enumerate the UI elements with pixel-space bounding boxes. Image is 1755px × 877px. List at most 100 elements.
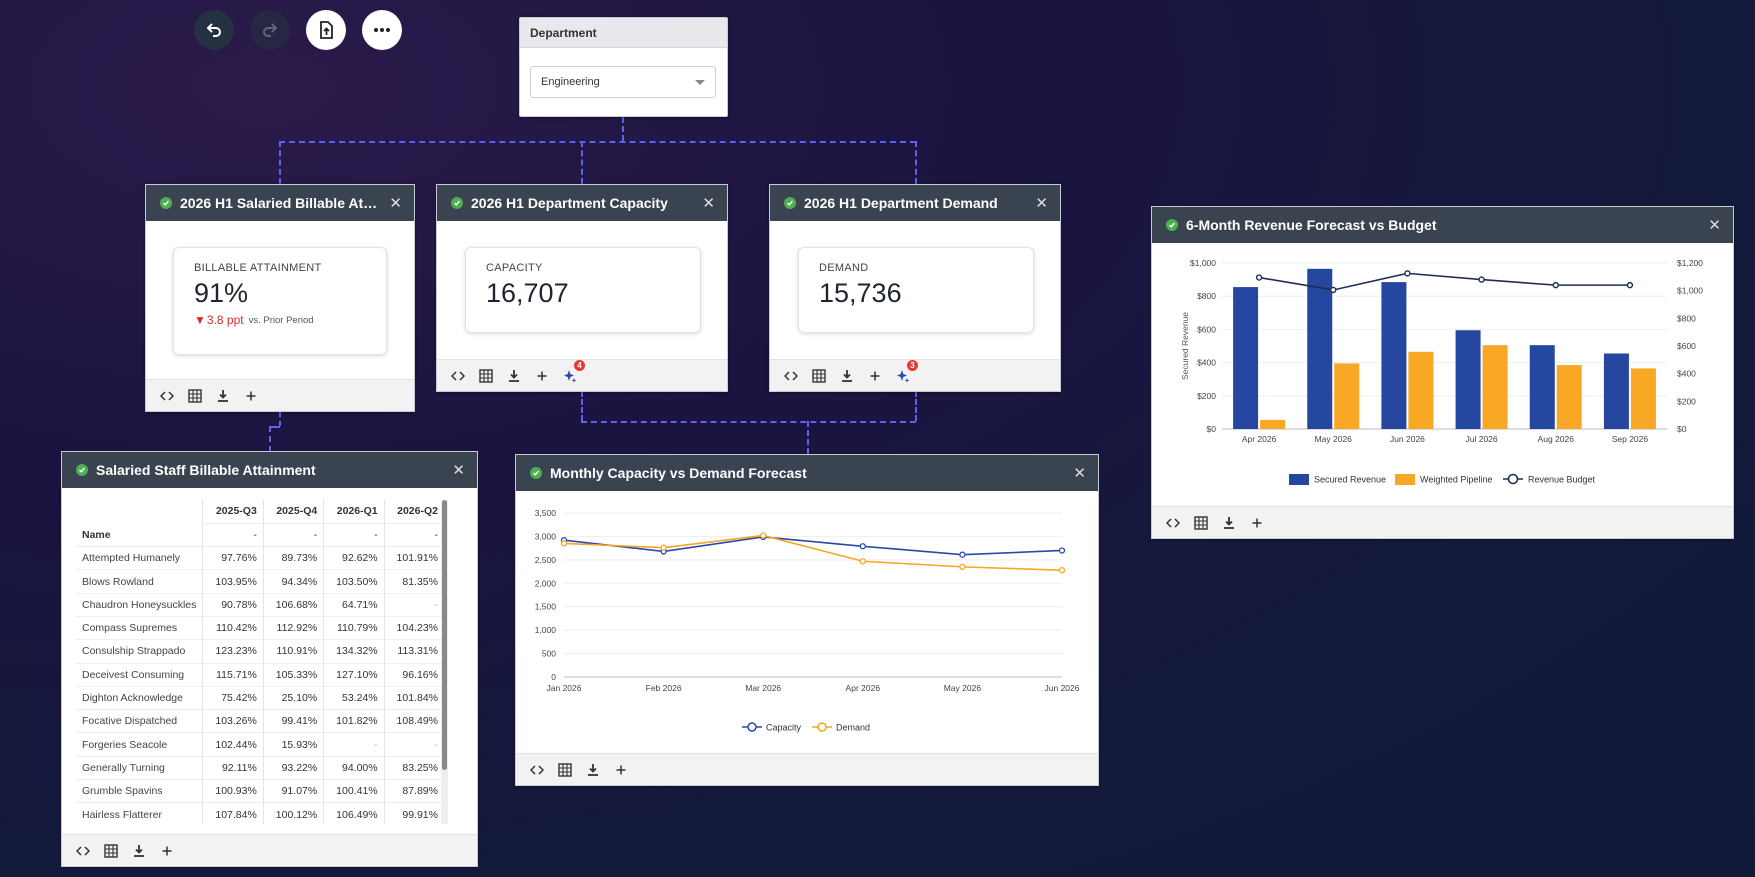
y-tick-label: 2,500 xyxy=(535,555,557,565)
table-button[interactable] xyxy=(1194,515,1208,530)
check-icon xyxy=(160,197,172,209)
close-icon[interactable]: ✕ xyxy=(702,195,715,212)
kpi-label: DEMAND xyxy=(819,262,869,274)
code-button[interactable] xyxy=(160,389,174,403)
table-row[interactable]: Deceivest Consuming 115.71% 105.33% 127.10%… xyxy=(76,662,444,687)
add-button[interactable] xyxy=(535,369,549,383)
table-button[interactable] xyxy=(558,762,572,777)
download-button[interactable] xyxy=(132,844,146,858)
table-cell: - xyxy=(323,732,385,757)
table-cell: 81.35% xyxy=(383,569,444,594)
kpi-label: CAPACITY xyxy=(486,262,543,274)
undo-button[interactable] xyxy=(194,10,234,50)
table-cell: 75.42% xyxy=(202,685,264,710)
department-select[interactable]: Engineering xyxy=(530,66,716,98)
data-point xyxy=(1478,276,1485,283)
row-name: Blows Rowland xyxy=(76,569,203,594)
close-icon[interactable]: ✕ xyxy=(389,195,402,212)
close-icon[interactable]: ✕ xyxy=(452,462,465,479)
export-button[interactable] xyxy=(306,10,346,50)
card-title: Salaried Staff Billable Attainment xyxy=(96,462,316,478)
table-cell: 94.00% xyxy=(323,755,385,780)
ai-insights-button[interactable]: 4 xyxy=(563,359,585,383)
connector xyxy=(581,391,583,421)
connector xyxy=(807,421,809,454)
x-tick-label: Mar 2026 xyxy=(745,683,781,693)
column-header[interactable]: 2026-Q1 xyxy=(323,500,385,524)
code-icon xyxy=(530,764,544,775)
y-tick-label: 3,000 xyxy=(535,531,557,541)
x-tick-label: Apr 2026 xyxy=(846,683,881,693)
code-button[interactable] xyxy=(530,763,544,777)
download-button[interactable] xyxy=(216,389,230,403)
close-icon[interactable]: ✕ xyxy=(1708,217,1721,234)
scrollbar-track[interactable] xyxy=(441,500,448,824)
table-button[interactable] xyxy=(812,368,826,383)
table-button[interactable] xyxy=(479,368,493,383)
table-row[interactable]: Dighton Acknowledge 75.42% 25.10% 53.24% 101… xyxy=(76,685,444,710)
add-button[interactable] xyxy=(868,369,882,383)
code-icon xyxy=(76,845,90,856)
bar-weighted-pipeline xyxy=(1556,365,1582,429)
table-row[interactable]: Compass Supremes 110.42% 112.92% 110.79% 104… xyxy=(76,615,444,640)
connector xyxy=(279,141,281,184)
connector xyxy=(581,141,583,184)
card-header: Salaried Staff Billable Attainment ✕ xyxy=(62,452,477,488)
column-header[interactable]: 2025-Q3 xyxy=(202,500,264,524)
legend-label: Secured Revenue xyxy=(1314,475,1386,485)
table-row[interactable]: Hairless Flatterer 107.84% 100.12% 106.49% 9… xyxy=(76,802,444,824)
download-button[interactable] xyxy=(586,763,600,777)
download-button[interactable] xyxy=(507,369,521,383)
card-header: 2026 H1 Salaried Billable Att... ✕ xyxy=(146,185,414,221)
table-row[interactable]: Forgeries Seacole 102.44% 15.93% - - xyxy=(76,732,444,757)
series-line-demand xyxy=(563,534,1063,571)
y2-tick-label: $1,000 xyxy=(1677,286,1703,296)
table-row[interactable]: Consulship Strappado 123.23% 110.91% 134.32… xyxy=(76,639,444,664)
code-button[interactable] xyxy=(451,369,465,383)
scrollbar-thumb[interactable] xyxy=(442,500,447,770)
table-cell: - xyxy=(323,522,385,547)
department-select-value: Engineering xyxy=(541,76,600,88)
add-button[interactable] xyxy=(614,763,628,777)
y-tick-label: $400 xyxy=(1197,358,1216,368)
data-point xyxy=(660,544,667,551)
column-header[interactable]: 2026-Q2 xyxy=(383,500,444,524)
download-button[interactable] xyxy=(840,369,854,383)
column-header[interactable]: 2025-Q4 xyxy=(262,500,324,524)
table-row[interactable]: Chaudron Honeysuckles 90.78% 106.68% 64.71%… xyxy=(76,592,444,617)
add-button[interactable] xyxy=(160,844,174,858)
code-button[interactable] xyxy=(1166,516,1180,530)
table-cell: 110.91% xyxy=(262,639,324,664)
code-button[interactable] xyxy=(76,844,90,858)
card-footer xyxy=(146,379,414,411)
download-button[interactable] xyxy=(1222,516,1236,530)
more-button[interactable] xyxy=(362,10,402,50)
add-button[interactable] xyxy=(244,389,258,403)
table-button[interactable] xyxy=(188,388,202,403)
ai-insights-button[interactable]: 3 xyxy=(896,359,918,383)
table-icon xyxy=(104,843,118,858)
kpi-delta: 3.8 ppt xyxy=(206,313,244,327)
legend-marker xyxy=(1507,473,1519,485)
table-cell: 123.23% xyxy=(202,639,264,664)
table-row[interactable]: Attempted Humanely 97.76% 89.73% 92.62% 101.… xyxy=(76,546,444,570)
y-tick-label: $800 xyxy=(1197,291,1216,301)
code-button[interactable] xyxy=(784,369,798,383)
bar-chart: $0 $200 $400 $600 $800 $1,000 $0 $200 $400 $600 $8… xyxy=(1180,258,1703,485)
table-row[interactable]: Blows Rowland 103.95% 94.34% 103.50% 81.35% xyxy=(76,569,444,594)
table-row[interactable]: Focative Dispatched 103.26% 99.41% 101.82% 1… xyxy=(76,709,444,733)
legend-marker xyxy=(747,722,757,732)
table-row[interactable]: Grumble Spavins 100.93% 91.07% 100.41% 87.89… xyxy=(76,779,444,803)
close-icon[interactable]: ✕ xyxy=(1073,465,1086,482)
table-icon xyxy=(812,368,826,383)
notification-badge: 4 xyxy=(574,359,585,371)
redo-button[interactable] xyxy=(250,10,290,50)
download-icon xyxy=(588,763,598,776)
table-row[interactable]: Generally Turning 92.11% 93.22% 94.00% 83.25… xyxy=(76,755,444,780)
add-button[interactable] xyxy=(1250,516,1264,530)
table-cell: 115.71% xyxy=(202,662,264,687)
name-header[interactable]: Name xyxy=(82,528,111,541)
table-button[interactable] xyxy=(104,843,118,858)
code-icon xyxy=(784,370,798,381)
close-icon[interactable]: ✕ xyxy=(1035,195,1048,212)
